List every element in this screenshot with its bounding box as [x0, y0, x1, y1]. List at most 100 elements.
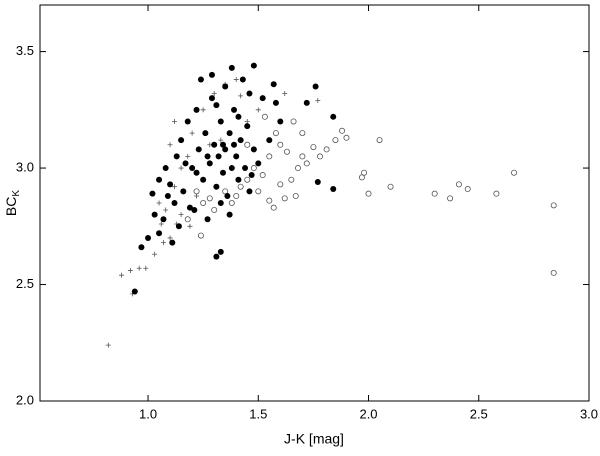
- x-tick-label: 1.5: [249, 406, 267, 421]
- filled-point: [239, 76, 246, 83]
- open-point: [365, 190, 372, 197]
- open-point: [237, 183, 244, 190]
- open-point: [184, 216, 191, 223]
- plus-point: [200, 107, 206, 113]
- open-point: [277, 141, 284, 148]
- open-point: [270, 204, 277, 211]
- open-point: [299, 130, 306, 137]
- filled-point: [160, 216, 167, 223]
- open-point: [281, 195, 288, 202]
- filled-point: [266, 137, 273, 144]
- open-point: [431, 190, 438, 197]
- filled-point: [242, 165, 249, 172]
- plus-point: [136, 265, 142, 271]
- open-point: [511, 169, 518, 176]
- open-point: [294, 165, 301, 172]
- filled-point: [193, 169, 200, 176]
- filled-point: [202, 130, 209, 137]
- y-tick-label: 3.0: [16, 159, 34, 174]
- open-point: [361, 169, 368, 176]
- filled-point: [204, 153, 211, 160]
- filled-point: [191, 206, 198, 213]
- plus-point: [255, 107, 261, 113]
- filled-point: [186, 204, 193, 211]
- filled-point: [231, 106, 238, 113]
- open-point: [317, 153, 324, 160]
- open-point: [250, 165, 257, 172]
- filled-point: [246, 90, 253, 97]
- filled-point: [193, 106, 200, 113]
- open-point: [261, 113, 268, 120]
- filled-point: [226, 130, 233, 137]
- open-point: [550, 269, 557, 276]
- open-point: [310, 144, 317, 151]
- filled-point: [312, 83, 319, 90]
- filled-point: [330, 113, 337, 120]
- open-point: [228, 199, 235, 206]
- plus-point: [158, 221, 164, 227]
- open-point: [193, 188, 200, 195]
- x-tick-label: 1.0: [139, 406, 157, 421]
- filled-point: [222, 146, 229, 153]
- filled-point: [213, 183, 220, 190]
- filled-point: [162, 165, 169, 172]
- filled-point: [138, 244, 145, 251]
- open-point: [387, 183, 394, 190]
- plus-point: [167, 142, 173, 148]
- plus-point: [163, 207, 169, 213]
- plus-point: [189, 130, 195, 136]
- open-point: [277, 181, 284, 188]
- plus-point: [233, 77, 239, 83]
- filled-point: [195, 146, 202, 153]
- filled-point: [272, 99, 279, 106]
- y-axis-label: BCK: [3, 190, 22, 216]
- filled-point: [220, 141, 226, 148]
- open-point: [323, 146, 330, 153]
- filled-point: [164, 193, 171, 200]
- filled-point: [208, 95, 215, 102]
- open-point: [197, 232, 204, 239]
- plus-point: [171, 118, 177, 124]
- filled-point: [277, 118, 284, 125]
- filled-point: [220, 169, 226, 176]
- filled-point: [233, 153, 240, 160]
- filled-point: [330, 186, 337, 193]
- open-point: [222, 188, 229, 195]
- filled-point: [180, 188, 187, 195]
- plus-point: [185, 153, 191, 159]
- filled-point: [222, 83, 229, 90]
- plus-point: [178, 165, 184, 171]
- plus-point: [143, 265, 149, 271]
- open-point: [211, 206, 218, 213]
- open-point: [206, 195, 213, 202]
- open-point: [447, 195, 454, 202]
- filled-point: [208, 71, 215, 78]
- filled-point: [246, 188, 253, 195]
- open-point: [283, 148, 290, 155]
- x-tick-label: 3.0: [580, 406, 598, 421]
- filled-point: [213, 253, 220, 260]
- x-tick-label: 2.0: [359, 406, 377, 421]
- filled-point: [145, 234, 152, 241]
- filled-point: [250, 146, 257, 153]
- filled-point: [215, 153, 222, 160]
- filled-point: [217, 200, 224, 206]
- filled-point: [211, 141, 218, 148]
- filled-point: [156, 176, 163, 183]
- filled-point: [224, 193, 231, 200]
- x-axis-label: J-K [mag]: [284, 431, 344, 447]
- filled-point: [189, 165, 196, 172]
- open-point: [244, 141, 251, 148]
- filled-point: [156, 230, 163, 237]
- filled-point: [197, 76, 204, 83]
- open-point: [292, 193, 299, 200]
- filled-point: [182, 160, 189, 167]
- plus-point: [218, 137, 224, 143]
- open-point: [332, 137, 339, 144]
- filled-point: [228, 165, 235, 172]
- open-point: [303, 160, 310, 167]
- plus-point: [315, 98, 321, 104]
- filled-point: [151, 211, 158, 218]
- open-point: [376, 137, 383, 144]
